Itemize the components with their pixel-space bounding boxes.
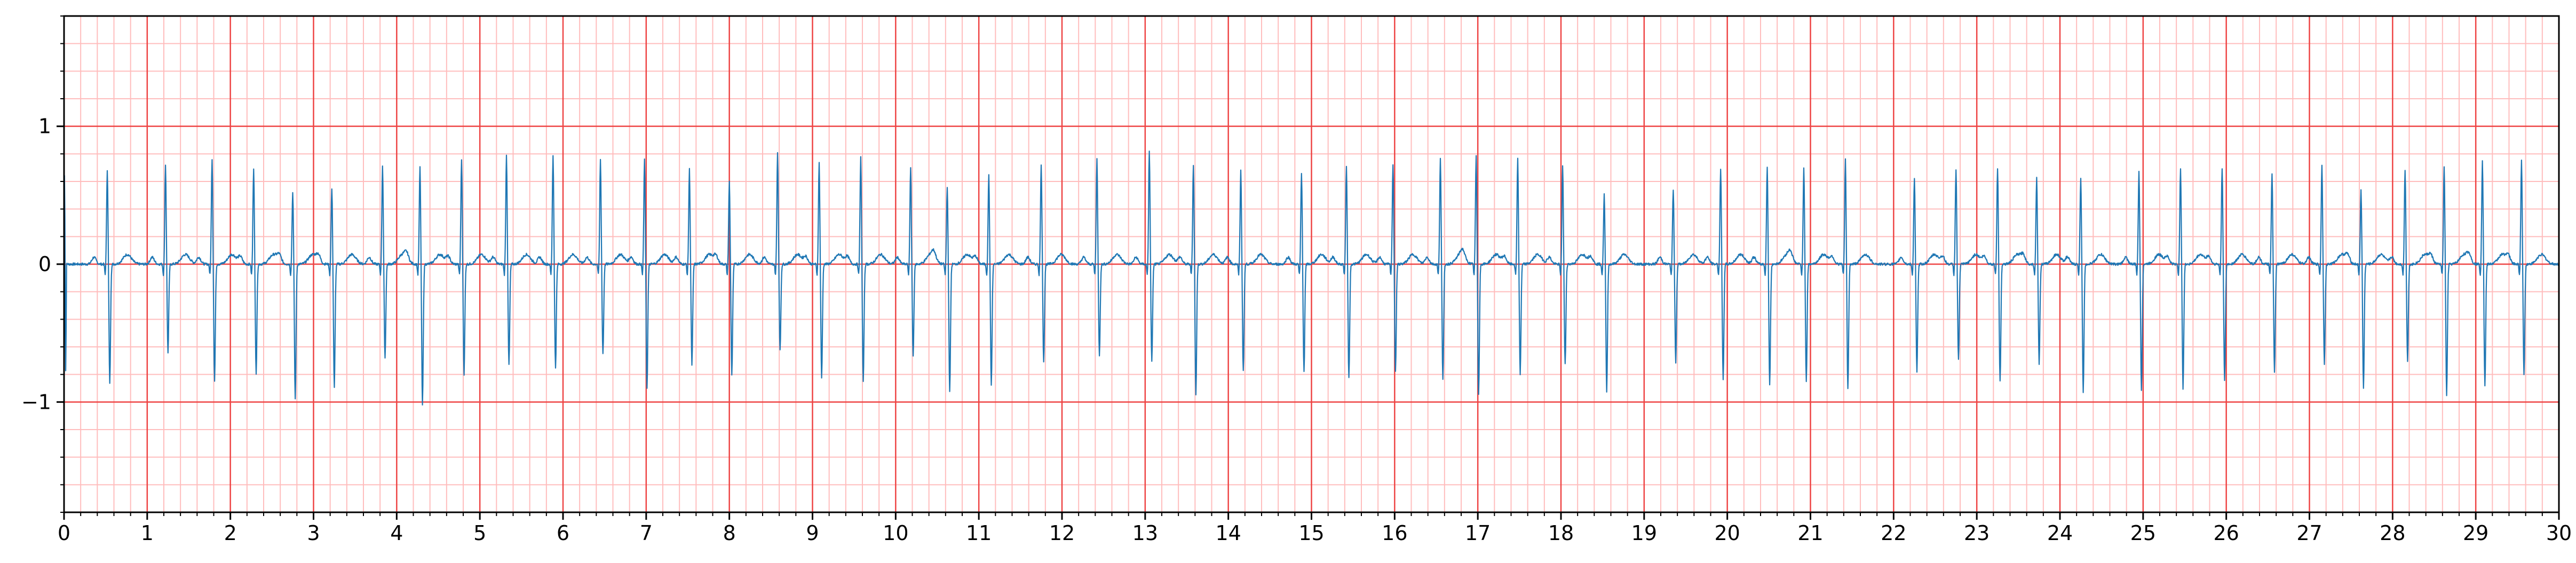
x-tick-label: 24 (2047, 521, 2073, 545)
x-tick-label: 25 (2130, 521, 2156, 545)
y-tick-label: −1 (21, 390, 51, 414)
x-tick-label: 16 (1382, 521, 1407, 545)
x-tick-label: 0 (58, 521, 70, 545)
x-tick-label: 12 (1049, 521, 1075, 545)
x-tick-label: 3 (307, 521, 320, 545)
x-tick-label: 10 (883, 521, 908, 545)
signal-series (63, 150, 2559, 406)
x-tick-label: 13 (1132, 521, 1158, 545)
x-tick-label: 2 (224, 521, 237, 545)
x-tick-label: 1 (141, 521, 154, 545)
x-tick-label: 4 (390, 521, 403, 545)
x-tick-label: 26 (2213, 521, 2239, 545)
x-tick-label: 23 (1964, 521, 1990, 545)
x-tick-label: 18 (1548, 521, 1574, 545)
x-tick-label: 17 (1465, 521, 1491, 545)
x-tick-label: 9 (806, 521, 819, 545)
x-tick-label: 29 (2463, 521, 2488, 545)
x-tick-label: 28 (2380, 521, 2405, 545)
ecg-trace (63, 150, 2559, 406)
axis-ticks (57, 15, 2560, 520)
y-tick-label: 1 (38, 115, 51, 138)
x-axis-tick-labels: 0 1 2 3 4 5 6 7 8 9 10 11 12 13 14 15 16 17 18 19 20 21 22 23 24… (58, 521, 2572, 545)
x-tick-label: 5 (473, 521, 486, 545)
y-axis-tick-labels: −1 0 1 (21, 115, 51, 414)
x-tick-label: 22 (1881, 521, 1906, 545)
x-tick-label: 27 (2296, 521, 2322, 545)
x-tick-label: 7 (640, 521, 653, 545)
x-tick-label: 11 (966, 521, 992, 545)
x-tick-label: 30 (2546, 521, 2572, 545)
x-tick-label: 14 (1215, 521, 1241, 545)
x-tick-label: 19 (1631, 521, 1657, 545)
x-tick-label: 6 (557, 521, 569, 545)
x-tick-label: 8 (723, 521, 736, 545)
x-tick-label: 20 (1714, 521, 1740, 545)
y-tick-label: 0 (38, 252, 51, 276)
x-tick-label: 15 (1298, 521, 1324, 545)
x-tick-label: 21 (1797, 521, 1823, 545)
